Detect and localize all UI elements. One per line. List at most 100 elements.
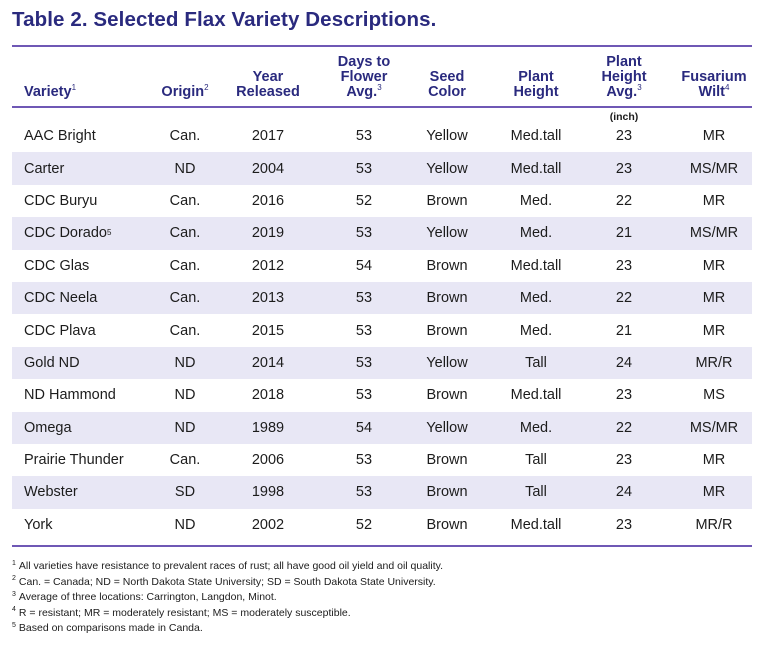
cell-days-to-flower: 54 bbox=[324, 412, 404, 444]
footnote-number: 5 bbox=[12, 621, 16, 629]
cell-days-to-flower-text: 54 bbox=[355, 257, 373, 274]
cell-origin-text: Can. bbox=[169, 257, 201, 274]
cell-seed-color-text: Brown bbox=[426, 387, 468, 404]
cell-plant-height-avg-text: 21 bbox=[615, 225, 633, 242]
cell-days-to-flower-text: 53 bbox=[355, 128, 373, 145]
cell-origin-text: ND bbox=[174, 354, 196, 371]
cell-variety-text: York bbox=[24, 516, 53, 533]
cell-seed-color-text: Yellow bbox=[426, 128, 468, 145]
cell-year: 2018 bbox=[228, 379, 308, 411]
cell-plant-height-avg-text: 23 bbox=[615, 516, 633, 533]
cell-variety-text: Omega bbox=[24, 419, 72, 436]
cell-year-text: 2013 bbox=[251, 290, 285, 307]
cell-days-to-flower: 52 bbox=[324, 185, 404, 217]
cell-variety-text: Webster bbox=[24, 484, 78, 501]
cell-origin: Can. bbox=[145, 185, 225, 217]
cell-year-text: 1989 bbox=[251, 419, 285, 436]
table-row: CDC Glas Can. 2012 54 Brown Med.tall 23 MR bbox=[12, 250, 752, 282]
cell-plant-height-avg: 23 bbox=[584, 444, 664, 476]
cell-plant-height-text: Tall bbox=[525, 354, 547, 371]
cell-variety: CDC Buryu bbox=[24, 185, 154, 217]
cell-origin: Can. bbox=[145, 250, 225, 282]
cell-year-text: 2002 bbox=[251, 516, 285, 533]
cell-plant-height: Med.tall bbox=[494, 120, 578, 152]
cell-year-text: 2004 bbox=[251, 160, 285, 177]
cell-plant-height-text: Tall bbox=[525, 484, 547, 501]
cell-days-to-flower: 53 bbox=[324, 444, 404, 476]
cell-fusarium-wilt: MR bbox=[672, 120, 756, 152]
header-rule bbox=[12, 106, 752, 108]
header-plant-height-avg-line1: Plant bbox=[606, 54, 642, 70]
cell-seed-color: Yellow bbox=[407, 217, 487, 249]
cell-days-to-flower: 54 bbox=[324, 250, 404, 282]
header-fusarium-sup: 4 bbox=[724, 83, 730, 93]
header-plant-height-line1: Plant bbox=[518, 69, 554, 85]
cell-fusarium-wilt-text: MR/R bbox=[695, 516, 733, 533]
cell-origin: ND bbox=[145, 152, 225, 184]
table-title: Table 2. Selected Flax Variety Descripti… bbox=[12, 8, 437, 31]
cell-origin-text: ND bbox=[174, 516, 196, 533]
footnote: 5 Based on comparisons made in Canda. bbox=[12, 621, 443, 637]
cell-origin-text: Can. bbox=[169, 322, 201, 339]
table-row: York ND 2002 52 Brown Med.tall 23 MR/R bbox=[12, 509, 752, 541]
cell-origin: SD bbox=[145, 476, 225, 508]
cell-days-to-flower-text: 52 bbox=[355, 516, 373, 533]
cell-year: 2015 bbox=[228, 314, 308, 346]
cell-days-to-flower-text: 54 bbox=[355, 419, 373, 436]
cell-plant-height-text: Med.tall bbox=[510, 516, 562, 533]
cell-variety-text: CDC Glas bbox=[24, 257, 90, 274]
cell-year-text: 2019 bbox=[251, 225, 285, 242]
header-days: Days to Flower Avg.3 bbox=[324, 47, 404, 106]
cell-seed-color: Brown bbox=[407, 282, 487, 314]
cell-days-to-flower: 53 bbox=[324, 347, 404, 379]
cell-year-text: 2012 bbox=[251, 257, 285, 274]
header-plant-height-avg-line2: Height bbox=[601, 69, 647, 85]
header-plant-height-avg-line3: Avg. bbox=[606, 84, 638, 100]
cell-variety: York bbox=[24, 509, 154, 541]
cell-year: 2017 bbox=[228, 120, 308, 152]
cell-variety-text: Gold ND bbox=[24, 354, 80, 371]
cell-variety-text: CDC Neela bbox=[24, 290, 98, 307]
cell-origin-text: Can. bbox=[169, 128, 201, 145]
header-variety: Variety1 bbox=[24, 47, 144, 106]
cell-days-to-flower: 53 bbox=[324, 120, 404, 152]
table-row: ND Hammond ND 2018 53 Brown Med.tall 23 MS bbox=[12, 379, 752, 411]
cell-fusarium-wilt-text: MR bbox=[702, 290, 726, 307]
cell-days-to-flower: 52 bbox=[324, 509, 404, 541]
cell-seed-color-text: Yellow bbox=[426, 354, 468, 371]
cell-days-to-flower: 53 bbox=[324, 379, 404, 411]
cell-plant-height-avg-text: 22 bbox=[615, 419, 633, 436]
cell-seed-color: Yellow bbox=[407, 412, 487, 444]
table-row: CDC Buryu Can. 2016 52 Brown Med. 22 MR bbox=[12, 185, 752, 217]
header-fusarium-line1: Fusarium bbox=[681, 69, 747, 85]
cell-plant-height: Med.tall bbox=[494, 379, 578, 411]
header-days-sup: 3 bbox=[377, 83, 382, 93]
cell-plant-height-avg-text: 23 bbox=[615, 452, 633, 469]
cell-year-text: 2015 bbox=[251, 322, 285, 339]
cell-plant-height: Med. bbox=[494, 282, 578, 314]
cell-plant-height-text: Med.tall bbox=[510, 128, 562, 145]
cell-days-to-flower-text: 53 bbox=[355, 354, 373, 371]
cell-fusarium-wilt-text: MS bbox=[703, 387, 725, 404]
header-plant-height-avg: Plant Height Avg.3 bbox=[584, 47, 664, 106]
cell-year: 2004 bbox=[228, 152, 308, 184]
cell-plant-height-text: Med.tall bbox=[510, 160, 562, 177]
footnote-number: 3 bbox=[12, 590, 16, 598]
cell-plant-height-avg-text: 22 bbox=[615, 290, 633, 307]
cell-year: 2019 bbox=[228, 217, 308, 249]
cell-days-to-flower: 53 bbox=[324, 217, 404, 249]
cell-year-text: 2014 bbox=[251, 354, 285, 371]
cell-plant-height: Med.tall bbox=[494, 509, 578, 541]
cell-variety: Carter bbox=[24, 152, 154, 184]
table-row: Gold ND ND 2014 53 Yellow Tall 24 MR/R bbox=[12, 346, 752, 380]
header-seed-line2: Color bbox=[428, 84, 466, 100]
cell-fusarium-wilt: MR bbox=[672, 282, 756, 314]
footnotes: 1 All varieties have resistance to preval… bbox=[12, 559, 443, 637]
footnote-number: 2 bbox=[12, 575, 16, 583]
cell-fusarium-wilt-text: MR/R bbox=[695, 354, 733, 371]
cell-days-to-flower: 53 bbox=[324, 476, 404, 508]
cell-days-to-flower-text: 53 bbox=[355, 290, 373, 307]
cell-year: 2006 bbox=[228, 444, 308, 476]
cell-days-to-flower-text: 53 bbox=[355, 484, 373, 501]
cell-plant-height: Med. bbox=[494, 217, 578, 249]
